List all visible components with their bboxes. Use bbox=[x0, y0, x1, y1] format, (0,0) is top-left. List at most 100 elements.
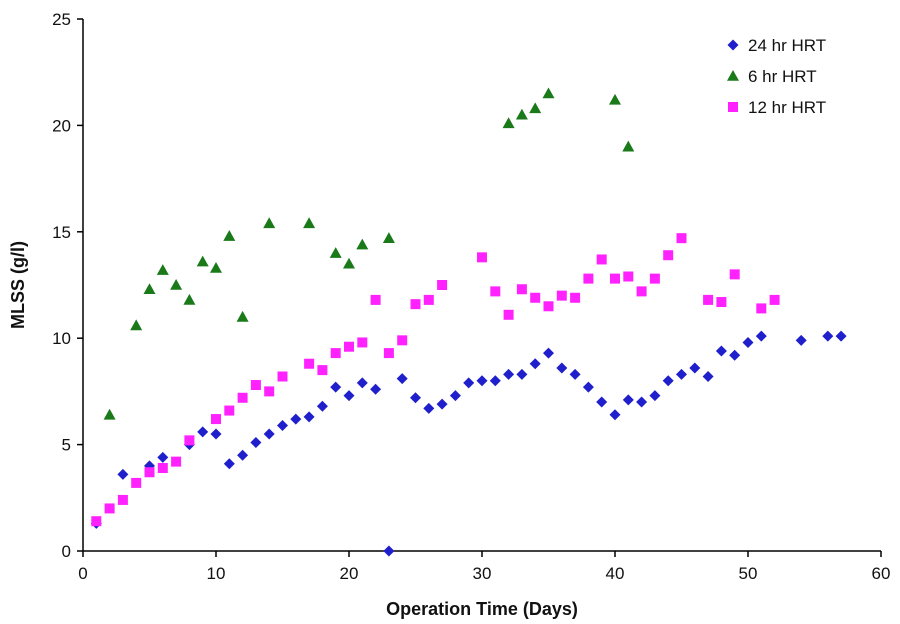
legend-square-marker bbox=[728, 102, 738, 112]
diamond-point bbox=[463, 377, 475, 389]
diamond-point bbox=[529, 358, 541, 370]
square-point bbox=[649, 273, 660, 284]
square-point bbox=[703, 294, 714, 305]
square-point bbox=[503, 309, 514, 320]
diamond-point bbox=[356, 377, 368, 389]
triangle-point bbox=[343, 257, 355, 269]
diamond-point bbox=[622, 394, 634, 406]
square-point bbox=[264, 386, 275, 397]
diamond-point bbox=[316, 400, 328, 412]
triangle-point bbox=[542, 87, 555, 99]
triangle-point bbox=[223, 230, 236, 241]
square-point bbox=[383, 348, 394, 359]
square-point bbox=[636, 286, 647, 297]
diamond-point bbox=[410, 392, 421, 404]
triangle-point bbox=[263, 217, 276, 229]
square-point bbox=[543, 301, 554, 312]
diamond-point bbox=[742, 336, 754, 348]
diamond-point bbox=[582, 381, 594, 393]
x-tick-label: 40 bbox=[606, 564, 625, 583]
y-axis-ticks: 0 5 10 15 20 25 bbox=[52, 10, 83, 561]
legend: 24 hr HRT 6 hr HRT 12 hr HRT bbox=[727, 36, 826, 117]
legend-triangle-marker bbox=[727, 70, 739, 81]
square-point bbox=[596, 254, 607, 265]
diamond-point bbox=[649, 390, 661, 402]
square-point bbox=[184, 435, 195, 446]
square-point bbox=[516, 284, 527, 295]
y-tick-label: 25 bbox=[52, 10, 71, 29]
diamond-point bbox=[569, 368, 581, 380]
diamond-point bbox=[702, 371, 714, 383]
square-point bbox=[317, 365, 328, 376]
square-point bbox=[716, 297, 727, 308]
square-point bbox=[157, 463, 168, 474]
diamond-point bbox=[662, 375, 674, 387]
y-tick-label: 5 bbox=[62, 436, 71, 455]
diamond-point bbox=[449, 390, 461, 402]
square-point bbox=[477, 252, 487, 263]
x-tick-label: 50 bbox=[739, 564, 758, 583]
diamond-point bbox=[543, 347, 554, 359]
square-point bbox=[769, 294, 780, 305]
diamond-point bbox=[729, 349, 741, 361]
triangle-point bbox=[303, 217, 316, 229]
legend-item: 12 hr HRT bbox=[728, 98, 826, 117]
diamond-point bbox=[755, 330, 767, 342]
legend-item: 24 hr HRT bbox=[727, 36, 826, 55]
x-axis-title: Operation Time (Days) bbox=[386, 599, 578, 619]
triangle-point bbox=[622, 140, 635, 152]
x-tick-label: 60 bbox=[872, 564, 891, 583]
square-point bbox=[423, 294, 434, 305]
triangle-point bbox=[196, 255, 209, 267]
square-point bbox=[583, 273, 594, 284]
triangle-point bbox=[156, 264, 169, 275]
series-square bbox=[91, 233, 780, 527]
y-axis-title: MLSS (g/l) bbox=[8, 241, 28, 329]
square-point bbox=[370, 294, 381, 305]
square-point bbox=[91, 516, 102, 527]
y-tick-label: 15 bbox=[52, 223, 71, 242]
square-point bbox=[729, 269, 740, 280]
legend-label: 24 hr HRT bbox=[748, 36, 826, 55]
diamond-point bbox=[795, 334, 807, 346]
square-point bbox=[357, 337, 368, 348]
square-point bbox=[556, 290, 567, 301]
square-point bbox=[756, 303, 767, 314]
diamond-point bbox=[436, 398, 448, 410]
diamond-point bbox=[197, 426, 209, 438]
square-point bbox=[344, 341, 354, 352]
y-tick-label: 0 bbox=[62, 542, 71, 561]
diamond-point bbox=[715, 345, 727, 357]
y-tick-label: 10 bbox=[52, 329, 71, 348]
triangle-point bbox=[329, 247, 342, 258]
series-diamond bbox=[90, 330, 847, 557]
square-point bbox=[277, 371, 288, 382]
square-point bbox=[224, 405, 235, 416]
x-tick-label: 30 bbox=[473, 564, 492, 583]
diamond-point bbox=[117, 468, 129, 480]
square-point bbox=[250, 380, 261, 391]
triangle-point bbox=[609, 93, 621, 105]
diamond-point bbox=[556, 362, 568, 374]
square-point bbox=[410, 299, 421, 310]
diamond-point bbox=[237, 449, 249, 461]
square-point bbox=[437, 280, 448, 290]
triangle-point bbox=[143, 283, 156, 295]
data-markers bbox=[90, 87, 847, 557]
triangle-point bbox=[382, 232, 395, 243]
diamond-point bbox=[250, 436, 262, 448]
triangle-point bbox=[502, 117, 515, 129]
legend-diamond-marker bbox=[727, 39, 739, 51]
square-point bbox=[490, 286, 501, 297]
legend-label: 6 hr HRT bbox=[748, 67, 817, 86]
x-tick-label: 0 bbox=[78, 564, 87, 583]
triangle-point bbox=[515, 108, 528, 120]
square-point bbox=[397, 335, 408, 346]
diamond-point bbox=[277, 419, 288, 431]
diamond-point bbox=[503, 368, 515, 380]
y-tick-label: 20 bbox=[52, 116, 71, 135]
diamond-point bbox=[383, 545, 395, 557]
square-point bbox=[171, 456, 182, 467]
diamond-point bbox=[676, 368, 687, 380]
